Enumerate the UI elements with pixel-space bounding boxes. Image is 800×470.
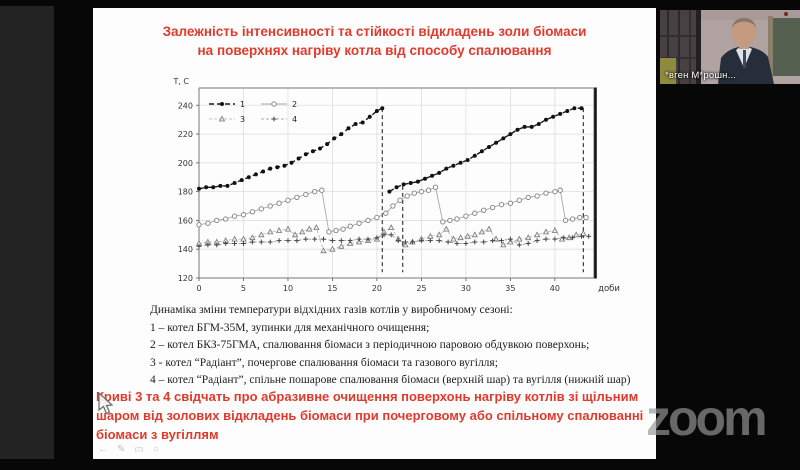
slide-frame-icon[interactable]: ▭ (134, 444, 144, 455)
svg-text:25: 25 (416, 284, 426, 293)
presentation-slide: Залежність інтенсивності та стійкості ві… (93, 8, 656, 459)
svg-text:доби: доби (598, 284, 620, 294)
svg-text:40: 40 (550, 284, 560, 293)
slide-title: Залежність інтенсивності та стійкості ві… (113, 22, 636, 60)
caption-item-3: 3 - котел “Радіант”, почергове спалюванн… (150, 356, 498, 369)
caption-item-1: 1 – котел БГМ-35М, зупинки для механічно… (150, 321, 430, 334)
svg-text:3: 3 (240, 115, 245, 124)
svg-text:4: 4 (292, 115, 297, 124)
svg-text:120: 120 (178, 274, 193, 283)
slide-title-line1: Залежність інтенсивності та стійкості ві… (162, 24, 587, 39)
svg-text:220: 220 (178, 130, 193, 139)
svg-text:2: 2 (292, 100, 297, 109)
svg-text:20: 20 (372, 284, 382, 293)
zoom-watermark: zoom (646, 390, 768, 446)
presenter-toolbar: ← ✎ ▭ ○ (98, 444, 159, 456)
svg-text:30: 30 (461, 284, 471, 293)
svg-text:0: 0 (196, 284, 201, 293)
participant-name-label: *вген М*рошн... (665, 70, 737, 81)
temperature-chart: 0 5 10 15 20 25 30 35 40 120 140 160 180 200 220 240 Т, … (172, 77, 620, 294)
caption-item-2: 2 – котел БКЗ-75ГМА, спалювання біомаси … (150, 339, 590, 351)
pen-tool-icon[interactable]: ✎ (117, 444, 126, 455)
svg-text:180: 180 (178, 188, 193, 197)
sidebar-strip (0, 6, 54, 459)
svg-text:5: 5 (241, 284, 246, 293)
conclusion-text: Криві 3 та 4 свідчать про абразивне очищ… (96, 389, 644, 442)
svg-text:35: 35 (505, 284, 515, 293)
chart-caption: Динаміка зміни температури відхідних газ… (150, 302, 657, 390)
svg-text:240: 240 (178, 101, 193, 110)
mouse-cursor (98, 392, 114, 415)
svg-text:1: 1 (240, 100, 245, 109)
nav-arrow-icon[interactable]: ← (98, 444, 108, 455)
slide-title-line2: на поверхнях нагріву котла від способу с… (197, 43, 552, 58)
svg-text:160: 160 (178, 216, 193, 225)
options-icon[interactable]: ○ (152, 444, 159, 455)
svg-text:140: 140 (178, 245, 193, 254)
svg-text:Т, С: Т, С (172, 77, 189, 86)
svg-text:15: 15 (327, 284, 337, 293)
participant-webcam-scene (660, 10, 800, 84)
participant-video-tile[interactable]: *вген М*рошн... (660, 10, 800, 84)
caption-item-4: 4 – котел “Радіант”, спільне пошарове сп… (150, 374, 631, 386)
caption-intro: Динаміка зміни температури відхідних газ… (150, 304, 513, 316)
svg-text:10: 10 (283, 284, 293, 293)
svg-text:200: 200 (178, 159, 193, 168)
